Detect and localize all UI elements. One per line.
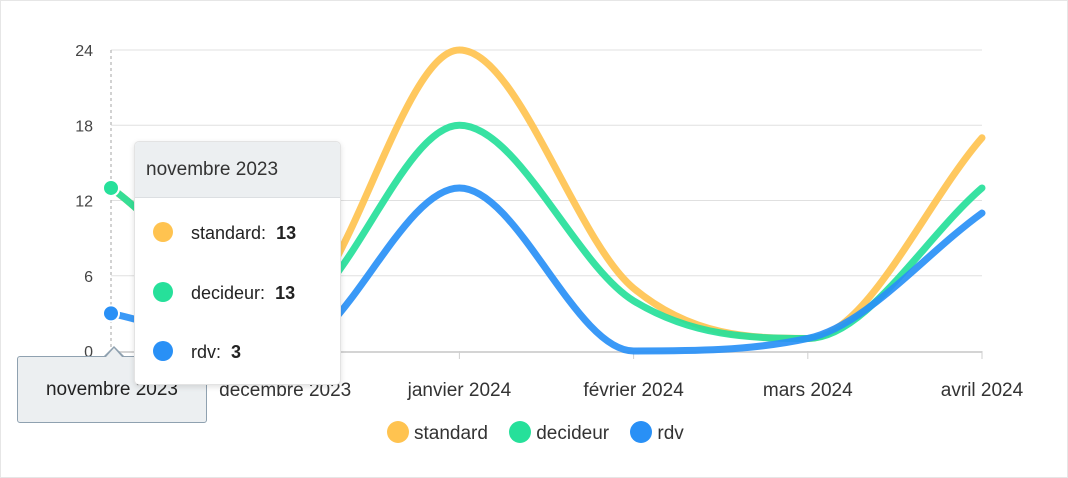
- legend-item-standard[interactable]: standard: [387, 420, 488, 447]
- x-tick-label: décembre 2023: [219, 380, 351, 401]
- legend-item-decideur[interactable]: decideur: [509, 420, 610, 447]
- tooltip-title: novembre 2023: [135, 142, 340, 198]
- tooltip-row-standard: standard: 13: [153, 221, 296, 245]
- legend-label: rdv: [657, 423, 684, 444]
- tooltip-label: standard:: [191, 223, 267, 243]
- tooltip-row-rdv: rdv: 3: [153, 340, 241, 364]
- tooltip-marker-standard: [153, 222, 173, 243]
- hover-markers: [102, 178, 120, 323]
- y-tick-label: 12: [75, 194, 93, 211]
- x-tick-label: avril 2024: [941, 380, 1024, 401]
- y-tick-label: 18: [75, 118, 93, 135]
- x-tooltip-arrow-inner: [106, 348, 122, 357]
- hover-point-decideur: [102, 178, 120, 197]
- x-tick-label: mars 2024: [763, 380, 853, 401]
- tooltip-value: 13: [275, 283, 296, 303]
- legend-label: decideur: [536, 423, 610, 444]
- y-axis: 0 6 12 18 24: [75, 43, 93, 361]
- tooltip-label: rdv:: [191, 342, 222, 362]
- x-tick-label: janvier 2024: [407, 380, 512, 401]
- y-tick-label: 6: [84, 269, 93, 286]
- tooltip-marker-rdv: [153, 341, 173, 362]
- legend-label: standard: [414, 423, 488, 444]
- tooltip-row-decideur: decideur: 13: [153, 281, 295, 305]
- y-tick-label: 0: [84, 344, 93, 361]
- legend-marker: [509, 420, 532, 443]
- legend-marker: [630, 420, 653, 443]
- hover-point-rdv: [102, 304, 120, 323]
- tooltip-label: decideur:: [191, 283, 266, 303]
- data-tooltip: novembre 2023 standard: 13 decideur: 13 rd…: [134, 141, 341, 385]
- x-tick-label: février 2024: [583, 380, 684, 401]
- chart-legend: standard decideur rdv: [387, 420, 700, 447]
- legend-marker: [387, 420, 409, 443]
- legend-item-rdv[interactable]: rdv: [630, 420, 684, 447]
- y-tick-label: 24: [75, 43, 93, 60]
- tooltip-value: 3: [231, 342, 242, 362]
- tooltip-value: 13: [276, 223, 297, 243]
- tooltip-marker-decideur: [153, 282, 173, 303]
